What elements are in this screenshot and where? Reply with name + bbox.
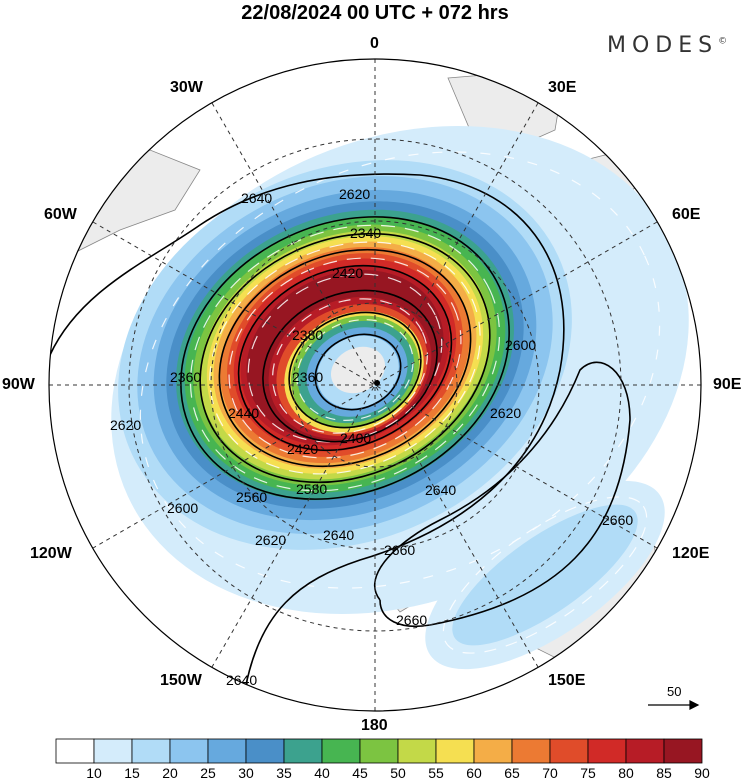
- colorbar-tick-label: 55: [428, 765, 444, 781]
- contour-label-group: 2620 2640 2340 2420 2380 2360 2400 2420 …: [110, 186, 633, 688]
- lon-label-30e: 30E: [548, 79, 577, 96]
- vector-scale-label: 50: [667, 684, 682, 699]
- colorbar-tick-label: 10: [86, 765, 102, 781]
- contour-label: 2420: [287, 441, 318, 457]
- contour-label: 2620: [110, 417, 141, 433]
- colorbar-tick-label: 70: [542, 765, 558, 781]
- contour-label: 2660: [384, 542, 415, 558]
- colorbar-swatch: [397, 738, 437, 764]
- colorbar-tick-label: 75: [580, 765, 596, 781]
- lon-label-90w: 90W: [2, 376, 35, 393]
- contour-label: 2560: [236, 489, 267, 505]
- colorbar-swatch: [321, 738, 361, 764]
- colorbar-swatch: [55, 738, 95, 764]
- colorbar-tick-label: 60: [466, 765, 482, 781]
- colorbar-swatch: [169, 738, 209, 764]
- colorbar-swatch: [473, 738, 513, 764]
- colorbar-swatch: [511, 738, 551, 764]
- contour-label: 2660: [396, 612, 427, 628]
- colorbar-swatch: [549, 738, 589, 764]
- colorbar-tick-label: 45: [352, 765, 368, 781]
- lon-label-120w: 120W: [30, 545, 72, 562]
- contour-label: 2380: [292, 327, 323, 343]
- colorbar-tick-label: 85: [656, 765, 672, 781]
- colorbar-tick-label: 90: [694, 765, 710, 781]
- contour-label: 2400: [340, 430, 371, 446]
- map-boundary: [48, 58, 702, 712]
- wind-shading: [111, 126, 689, 670]
- colorbar-tick-label: 80: [618, 765, 634, 781]
- contour-label: 2340: [350, 225, 381, 241]
- contour-label: 2360: [292, 369, 323, 385]
- contour-label: 2640: [425, 482, 456, 498]
- colorbar-swatch: [435, 738, 475, 764]
- contour-label: 2620: [255, 532, 286, 548]
- contour-label: 2620: [490, 405, 521, 421]
- colorbar-tick-label: 25: [200, 765, 216, 781]
- modes-logo: MODES©: [607, 33, 728, 58]
- contour-label: 2620: [339, 186, 370, 202]
- contour-label: 2640: [323, 527, 354, 543]
- lon-label-120e: 120E: [672, 545, 710, 562]
- colorbar-tick-label: 20: [162, 765, 178, 781]
- colorbar-tick-label: 65: [504, 765, 520, 781]
- contour-label: 2440: [228, 405, 259, 421]
- colorbar-swatch: [587, 738, 627, 764]
- colorbar-tick-label: 15: [124, 765, 140, 781]
- lon-label-0: 0: [370, 35, 379, 52]
- colorbar-swatch: [283, 738, 323, 764]
- lon-label-150e: 150E: [548, 672, 586, 689]
- contour-label: 2420: [332, 265, 363, 281]
- colorbar-swatch: [93, 738, 133, 764]
- colorbar: [55, 738, 703, 764]
- lon-label-90e: 90E: [713, 376, 742, 393]
- pole-marker: [374, 380, 380, 386]
- contour-label: 2360: [170, 369, 201, 385]
- contour-label: 2640: [241, 190, 272, 206]
- colorbar-swatch: [359, 738, 399, 764]
- colorbar-tick-label: 40: [314, 765, 330, 781]
- lon-label-30w: 30W: [170, 79, 203, 96]
- colorbar-swatch: [663, 738, 703, 764]
- colorbar-swatch: [131, 738, 171, 764]
- polar-map: 2620 2640 2340 2420 2380 2360 2400 2420 …: [48, 58, 702, 712]
- map-title: 22/08/2024 00 UTC + 072 hrs: [241, 2, 509, 24]
- lon-label-60e: 60E: [672, 206, 701, 223]
- colorbar-swatch: [625, 738, 665, 764]
- graticule: [49, 59, 701, 711]
- colorbar-tick-label: 30: [238, 765, 254, 781]
- lon-label-180: 180: [361, 717, 388, 734]
- contour-label: 2660: [602, 512, 633, 528]
- geopotential-contours: [49, 173, 631, 691]
- colorbar-swatch: [207, 738, 247, 764]
- contour-label: 2640: [226, 672, 257, 688]
- colorbar-tick-label: 35: [276, 765, 292, 781]
- colorbar-tick-label: 50: [390, 765, 406, 781]
- lon-label-60w: 60W: [44, 206, 77, 223]
- reference-vector-arrow: [648, 700, 700, 710]
- contour-label: 2580: [296, 481, 327, 497]
- contour-label: 2600: [505, 337, 536, 353]
- lon-label-150w: 150W: [160, 672, 202, 689]
- colorbar-swatch: [245, 738, 285, 764]
- contour-label: 2600: [167, 500, 198, 516]
